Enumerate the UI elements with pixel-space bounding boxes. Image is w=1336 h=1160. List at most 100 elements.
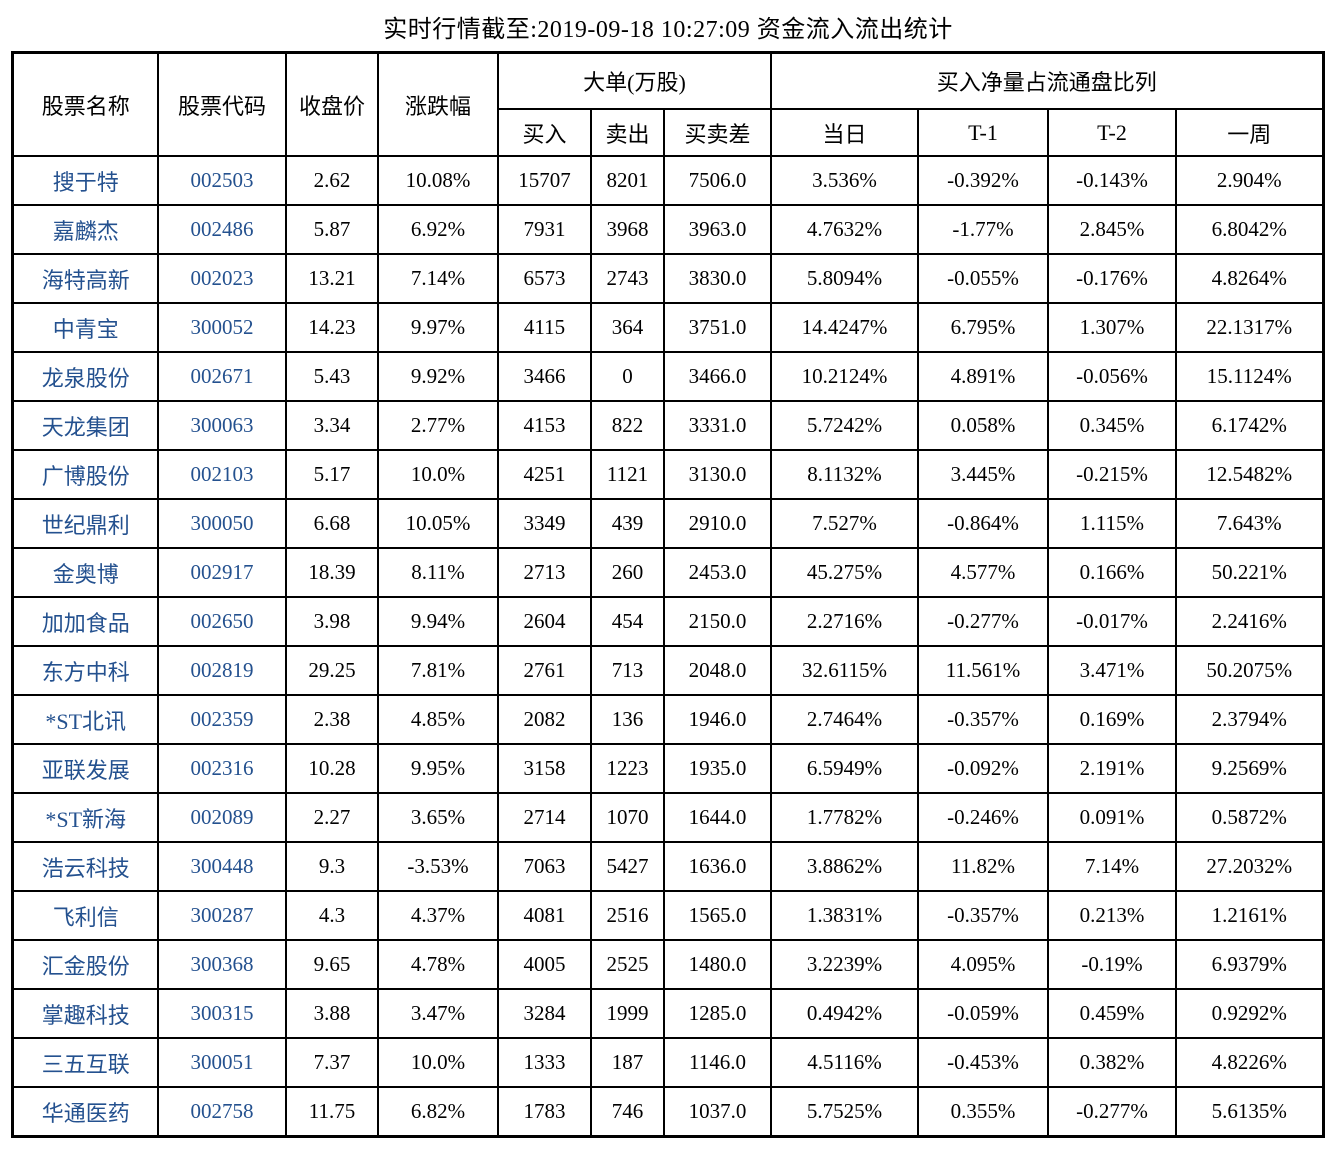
cell-name: 三五互联	[11, 1037, 159, 1088]
stock-data-table: 股票名称 股票代码 收盘价 涨跌幅 大单(万股) 买入净量占流通盘比列 买入 卖…	[11, 51, 1325, 1138]
cell-t1: 0.355%	[917, 1086, 1049, 1138]
cell-sell: 2743	[589, 253, 665, 304]
cell-buy: 2604	[496, 596, 592, 647]
table-row: *ST新海 002089 2.27 3.65% 2714 1070 1644.0 1.7782…	[11, 792, 1325, 843]
cell-today: 45.275%	[770, 547, 919, 598]
cell-today: 8.1132%	[770, 449, 919, 500]
table-row: 嘉麟杰 002486 5.87 6.92% 7931 3968 3963.0 4.7632% -…	[11, 204, 1325, 255]
cell-name: 广博股份	[11, 449, 159, 500]
cell-today: 2.7464%	[770, 694, 919, 745]
cell-week: 7.643%	[1174, 498, 1325, 549]
cell-price: 5.17	[284, 449, 379, 500]
cell-sell: 5427	[589, 841, 665, 892]
cell-diff: 7506.0	[662, 155, 773, 206]
cell-change: 7.14%	[376, 253, 499, 304]
cell-t1: -0.392%	[917, 155, 1049, 206]
cell-diff: 3963.0	[662, 204, 773, 255]
cell-diff: 2910.0	[662, 498, 773, 549]
cell-change: 10.0%	[376, 449, 499, 500]
table-row: 华通医药 002758 11.75 6.82% 1783 746 1037.0 5.7525%…	[11, 1086, 1325, 1138]
cell-sell: 2525	[589, 939, 665, 990]
cell-change: 9.97%	[376, 302, 499, 353]
cell-buy: 2714	[496, 792, 592, 843]
cell-change: 4.78%	[376, 939, 499, 990]
cell-sell: 1121	[589, 449, 665, 500]
cell-t2: 7.14%	[1047, 841, 1177, 892]
cell-t1: -0.357%	[917, 694, 1049, 745]
cell-name: 金奥博	[11, 547, 159, 598]
cell-name: 东方中科	[11, 645, 159, 696]
cell-week: 4.8226%	[1174, 1037, 1325, 1088]
cell-t2: -0.277%	[1047, 1086, 1177, 1138]
table-row: *ST北讯 002359 2.38 4.85% 2082 136 1946.0 2.7464%…	[11, 694, 1325, 745]
cell-change: 10.05%	[376, 498, 499, 549]
cell-price: 29.25	[284, 645, 379, 696]
table-header: 股票名称 股票代码 收盘价 涨跌幅 大单(万股) 买入净量占流通盘比列 买入 卖…	[11, 51, 1325, 157]
cell-today: 4.5116%	[770, 1037, 919, 1088]
cell-week: 6.9379%	[1174, 939, 1325, 990]
cell-t1: 4.577%	[917, 547, 1049, 598]
cell-sell: 713	[589, 645, 665, 696]
col-header-stock-code: 股票代码	[156, 51, 287, 157]
cell-code: 300063	[156, 400, 287, 451]
cell-t2: -0.19%	[1047, 939, 1177, 990]
header-group-row: 股票名称 股票代码 收盘价 涨跌幅 大单(万股) 买入净量占流通盘比列	[11, 51, 1325, 157]
cell-price: 5.87	[284, 204, 379, 255]
cell-buy: 4153	[496, 400, 592, 451]
cell-diff: 2048.0	[662, 645, 773, 696]
cell-today: 5.7242%	[770, 400, 919, 451]
header-sub-row: 买入 卖出 买卖差 当日 T-1 T-2 一周	[13, 108, 1325, 157]
cell-t2: -0.056%	[1047, 351, 1177, 402]
cell-code: 300448	[156, 841, 287, 892]
table-row: 世纪鼎利 300050 6.68 10.05% 3349 439 2910.0 7.527% -…	[11, 498, 1325, 549]
cell-price: 18.39	[284, 547, 379, 598]
cell-week: 15.1124%	[1174, 351, 1325, 402]
col-header-one-week: 一周	[1174, 108, 1325, 157]
cell-code: 002819	[156, 645, 287, 696]
cell-name: *ST北讯	[11, 694, 159, 745]
cell-t1: -0.092%	[917, 743, 1049, 794]
cell-code: 300051	[156, 1037, 287, 1088]
cell-t2: -0.176%	[1047, 253, 1177, 304]
cell-sell: 1999	[589, 988, 665, 1039]
table-row: 东方中科 002819 29.25 7.81% 2761 713 2048.0 32.6115…	[11, 645, 1325, 696]
cell-sell: 822	[589, 400, 665, 451]
cell-week: 5.6135%	[1174, 1086, 1325, 1138]
cell-buy: 7063	[496, 841, 592, 892]
page-title: 实时行情截至:2019-09-18 10:27:09 资金流入流出统计	[383, 17, 953, 43]
cell-buy: 2761	[496, 645, 592, 696]
cell-sell: 2516	[589, 890, 665, 941]
cell-week: 6.8042%	[1174, 204, 1325, 255]
cell-sell: 260	[589, 547, 665, 598]
cell-t1: -0.864%	[917, 498, 1049, 549]
col-header-sell: 卖出	[589, 108, 665, 157]
cell-code: 300315	[156, 988, 287, 1039]
cell-sell: 0	[589, 351, 665, 402]
cell-t1: 6.795%	[917, 302, 1049, 353]
cell-price: 5.43	[284, 351, 379, 402]
cell-buy: 1333	[496, 1037, 592, 1088]
cell-today: 1.7782%	[770, 792, 919, 843]
cell-change: 4.85%	[376, 694, 499, 745]
col-header-change-pct: 涨跌幅	[376, 51, 499, 157]
col-group-big-orders: 大单(万股)	[496, 51, 773, 110]
cell-buy: 4251	[496, 449, 592, 500]
cell-diff: 1285.0	[662, 988, 773, 1039]
cell-diff: 1644.0	[662, 792, 773, 843]
cell-code: 300052	[156, 302, 287, 353]
cell-today: 5.7525%	[770, 1086, 919, 1138]
cell-t2: 0.459%	[1047, 988, 1177, 1039]
cell-name: 海特高新	[11, 253, 159, 304]
col-header-t-minus-2: T-2	[1047, 108, 1177, 157]
cell-week: 6.1742%	[1174, 400, 1325, 451]
cell-price: 6.68	[284, 498, 379, 549]
cell-code: 002023	[156, 253, 287, 304]
col-header-t-minus-1: T-1	[917, 108, 1049, 157]
cell-week: 9.2569%	[1174, 743, 1325, 794]
cell-week: 50.2075%	[1174, 645, 1325, 696]
cell-sell: 746	[589, 1086, 665, 1138]
table-row: 亚联发展 002316 10.28 9.95% 3158 1223 1935.0 6.5949…	[11, 743, 1325, 794]
cell-change: 9.94%	[376, 596, 499, 647]
cell-t2: 0.345%	[1047, 400, 1177, 451]
col-header-buy-sell-diff: 买卖差	[662, 108, 773, 157]
